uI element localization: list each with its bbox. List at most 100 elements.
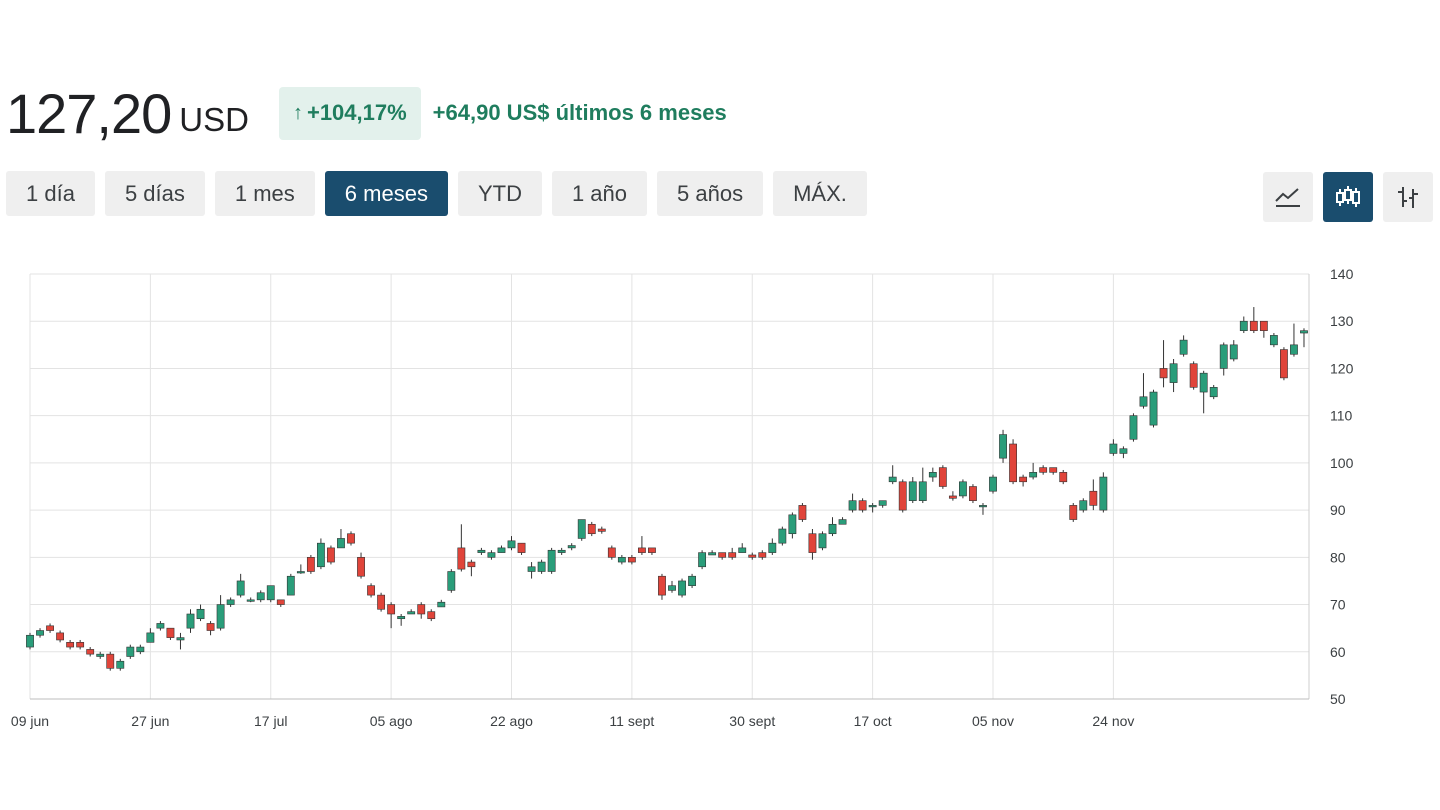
candle-up xyxy=(437,599,446,608)
candle-body xyxy=(216,604,225,629)
range-button-5-years[interactable]: 5 años xyxy=(657,171,764,216)
candle-body xyxy=(196,608,205,620)
range-button-1-year[interactable]: 1 año xyxy=(551,171,648,216)
y-tick-label: 140 xyxy=(1330,266,1354,282)
candle-body xyxy=(1300,330,1308,334)
candle-down xyxy=(969,484,977,504)
candle-up xyxy=(266,585,275,603)
candle-up xyxy=(1269,333,1278,348)
candle-down xyxy=(76,639,85,650)
range-button-5-days[interactable]: 5 días xyxy=(104,171,205,216)
candlestick-chart-button[interactable] xyxy=(1323,172,1373,222)
candle-up xyxy=(407,609,416,615)
candle-body xyxy=(728,552,737,558)
candle-up xyxy=(96,651,105,659)
candle-body xyxy=(1259,320,1268,331)
candle-down xyxy=(106,651,115,671)
candle-body xyxy=(447,571,456,591)
x-tick-label: 17 oct xyxy=(854,713,892,729)
candle-up xyxy=(537,559,546,574)
candle-body xyxy=(1089,490,1098,506)
candle-body xyxy=(1179,339,1188,355)
candle-body xyxy=(1049,467,1058,473)
range-button-1-month[interactable]: 1 mes xyxy=(214,171,315,216)
candle-body xyxy=(708,552,717,556)
candle-body xyxy=(898,481,907,511)
candle-up xyxy=(989,474,997,494)
candle-down xyxy=(718,552,727,560)
candle-body xyxy=(106,653,115,669)
candle-up xyxy=(447,569,456,593)
candle-up xyxy=(738,543,747,553)
candle-body xyxy=(658,575,666,596)
candle-body xyxy=(156,623,165,629)
candle-body xyxy=(327,547,335,563)
candle-body xyxy=(66,642,75,648)
line-chart-button[interactable] xyxy=(1263,172,1313,222)
candle-down xyxy=(658,573,666,600)
ohlc-chart-button[interactable] xyxy=(1383,172,1433,222)
candle-up xyxy=(1129,413,1138,442)
candle-down xyxy=(1280,347,1288,381)
candle-body xyxy=(1269,335,1278,346)
candle-body xyxy=(76,642,85,648)
candle-body xyxy=(397,616,406,620)
candle-up xyxy=(557,547,566,555)
candle-body xyxy=(698,552,707,568)
candle-body xyxy=(276,599,285,605)
candle-body xyxy=(146,632,155,643)
range-button-ytd[interactable]: YTD xyxy=(457,171,542,216)
change-percent-badge: ↑ +104,17% xyxy=(278,86,421,140)
candle-up xyxy=(928,467,937,482)
candle-up xyxy=(397,614,406,626)
candle-down xyxy=(467,559,476,577)
candle-down xyxy=(427,609,436,622)
candle-body xyxy=(868,505,877,508)
candle-up xyxy=(918,467,927,504)
change-amount-text: +64,90 US$ últimos 6 meses xyxy=(432,100,727,125)
candle-body xyxy=(668,585,676,591)
candle-body xyxy=(176,637,185,641)
x-tick-label: 17 jul xyxy=(254,713,287,729)
price-header: 127,20 USD ↑ +104,17% +64,90 US$ últimos… xyxy=(6,78,727,148)
y-tick-label: 80 xyxy=(1330,549,1346,565)
candle-body xyxy=(246,599,255,602)
candle-up xyxy=(1219,342,1228,376)
candle-up xyxy=(1099,472,1108,513)
candle-down xyxy=(1259,320,1268,338)
candle-up xyxy=(226,597,235,607)
candle-body xyxy=(487,552,496,558)
candle-down xyxy=(166,627,175,640)
candle-up xyxy=(708,550,717,556)
candle-body xyxy=(828,523,837,535)
candle-down xyxy=(798,503,807,522)
candle-up xyxy=(146,628,155,643)
range-button-1-day[interactable]: 1 día xyxy=(6,171,95,216)
range-button-6-months[interactable]: 6 meses xyxy=(324,171,448,216)
candle-body xyxy=(1159,368,1168,379)
y-tick-label: 110 xyxy=(1330,408,1353,424)
range-button-max[interactable]: MÁX. xyxy=(773,171,867,216)
candle-body xyxy=(226,599,235,605)
candle-body xyxy=(557,549,566,553)
candle-up xyxy=(296,564,305,574)
candle-body xyxy=(999,434,1007,459)
candle-up xyxy=(176,632,185,650)
candle-up xyxy=(828,517,837,537)
candle-body xyxy=(678,580,686,596)
candle-body xyxy=(1149,391,1158,426)
candle-body xyxy=(1219,344,1228,369)
candle-up xyxy=(196,604,205,622)
candle-down xyxy=(387,602,396,629)
candle-body xyxy=(1079,500,1088,511)
candle-up xyxy=(126,644,135,659)
candle-body xyxy=(347,533,355,544)
candle-body xyxy=(186,613,195,629)
candle-down xyxy=(377,592,386,612)
candle-body xyxy=(1280,349,1288,379)
candle-body xyxy=(86,649,95,655)
candle-up xyxy=(698,550,707,570)
candle-up xyxy=(1199,370,1208,414)
candle-body xyxy=(1009,443,1017,483)
candle-down xyxy=(1009,439,1017,485)
